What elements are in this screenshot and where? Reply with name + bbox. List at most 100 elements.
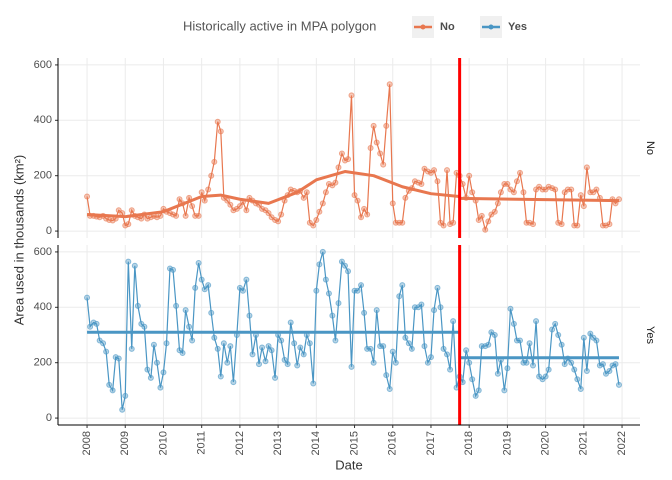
data-point [533, 318, 540, 325]
data-point [310, 380, 317, 387]
data-point [558, 341, 565, 348]
data-point [510, 189, 517, 196]
data-point [373, 307, 380, 314]
data-point [170, 211, 177, 218]
data-point [501, 387, 508, 394]
data-point [437, 304, 444, 311]
data-point [103, 348, 110, 355]
data-point [558, 221, 565, 228]
data-point [383, 372, 390, 379]
data-point [300, 194, 307, 201]
data-point [466, 359, 473, 366]
y-tick-label: 600 [34, 246, 52, 258]
data-point [380, 161, 387, 168]
data-point [552, 186, 559, 193]
data-point [125, 221, 132, 228]
data-point [243, 276, 250, 283]
legend-point [420, 24, 426, 30]
data-point [134, 302, 141, 309]
strip-label: No [644, 141, 656, 155]
data-point [189, 337, 196, 344]
data-point [208, 309, 215, 316]
data-point [338, 258, 345, 265]
data-point [577, 386, 584, 392]
x-tick-label: 2013 [272, 431, 284, 455]
data-point [208, 172, 215, 179]
data-point [109, 217, 116, 224]
data-point [599, 361, 606, 368]
data-point [472, 392, 479, 399]
data-point [354, 197, 361, 204]
data-point [217, 373, 224, 380]
data-point [469, 376, 476, 383]
data-point [214, 345, 221, 352]
y-tick-label: 400 [34, 114, 52, 126]
data-point [176, 196, 183, 203]
data-point [230, 379, 237, 386]
data-point [574, 376, 581, 383]
data-point [568, 359, 575, 366]
data-point [153, 359, 160, 366]
data-point [319, 248, 326, 255]
data-point [239, 287, 246, 294]
data-point [297, 344, 304, 351]
data-point [166, 265, 173, 272]
data-point [205, 186, 212, 193]
data-point [268, 347, 275, 354]
data-point [507, 305, 514, 312]
data-point [294, 362, 301, 369]
data-point [612, 361, 619, 368]
data-point [303, 189, 310, 196]
data-point [115, 355, 122, 362]
data-point [568, 186, 575, 193]
data-point [173, 212, 180, 219]
data-point [345, 268, 352, 275]
data-point [431, 167, 438, 174]
data-point [447, 221, 454, 228]
data-point [504, 365, 511, 372]
data-point [106, 381, 113, 388]
data-point [555, 332, 562, 338]
data-point [370, 359, 377, 366]
data-point [583, 164, 590, 171]
data-point [478, 212, 485, 219]
data-point [157, 212, 164, 219]
x-tick-label: 2009 [119, 431, 131, 455]
data-point [386, 81, 393, 88]
data-point [182, 212, 189, 219]
data-point [463, 347, 470, 354]
data-point [322, 189, 329, 196]
data-point [358, 214, 365, 221]
x-tick-label: 2010 [157, 431, 169, 455]
data-point [358, 282, 365, 289]
data-point [249, 351, 256, 358]
data-point [348, 363, 355, 370]
data-point [469, 189, 476, 196]
data-point [246, 312, 253, 319]
data-point [122, 392, 129, 399]
x-tick-label: 2020 [540, 431, 552, 455]
data-point [278, 337, 285, 344]
data-point [291, 340, 298, 347]
data-point [424, 168, 431, 175]
data-point [447, 366, 454, 373]
y-axis-title: Area used in thousands (km²) [11, 155, 26, 326]
data-point [198, 189, 205, 196]
data-point [125, 258, 132, 265]
y-tick-label: 200 [34, 170, 52, 182]
data-point [272, 374, 279, 381]
data-point [450, 219, 457, 226]
data-point [370, 122, 377, 129]
data-point [224, 197, 231, 204]
data-point [367, 345, 374, 352]
data-point [236, 203, 243, 210]
data-point [112, 354, 119, 361]
data-point [243, 207, 250, 214]
data-point [399, 219, 406, 226]
data-point [170, 266, 177, 273]
x-tick-label: 2014 [310, 431, 322, 455]
data-point [122, 222, 129, 229]
data-point [549, 326, 556, 333]
data-point [364, 211, 371, 218]
data-point [284, 361, 291, 368]
